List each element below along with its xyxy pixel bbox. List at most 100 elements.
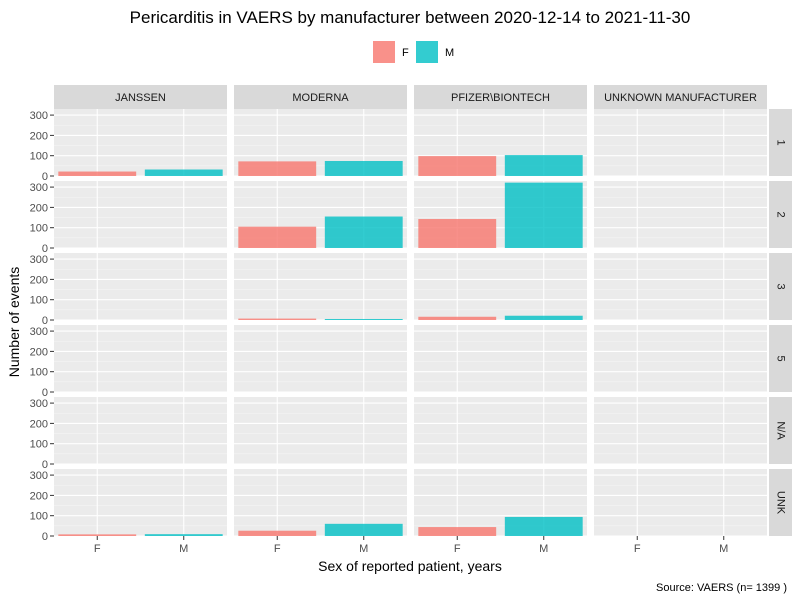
y-tick-label: 200 [30, 274, 48, 286]
y-tick-label: 300 [30, 182, 48, 194]
bar-janssen-1-f [58, 171, 137, 176]
strip-row-2 [769, 181, 792, 248]
panel-pfizer-biontech-3 [414, 253, 587, 321]
panel-pfizer-biontech-1 [414, 109, 587, 177]
y-tick-label: 0 [42, 315, 48, 327]
panel-background [414, 253, 587, 320]
panel-background [234, 325, 407, 392]
strip-row-unk [769, 469, 792, 536]
panel-background [54, 397, 227, 464]
legend-label-f: F [402, 47, 409, 59]
panel-background [54, 469, 227, 536]
bar-moderna-1-f [238, 161, 317, 176]
y-tick-label: 200 [30, 490, 48, 502]
y-tick-label: 200 [30, 202, 48, 214]
y-tick-label: 100 [30, 367, 48, 379]
legend-key-f [373, 41, 395, 63]
facet-panels: JANSSEN MODERNA PFIZER\BIONTECH UNKNOWN MAN… [30, 85, 792, 555]
x-tick-label: F [634, 543, 641, 555]
strip-row-label-5: 5 [775, 355, 787, 361]
panel-background [594, 397, 767, 464]
strip-label-pfizer-biontech: PFIZER\BIONTECH [451, 92, 550, 104]
panel-moderna-unk [234, 469, 407, 537]
strip-moderna [234, 85, 407, 109]
panel-background [594, 109, 767, 176]
x-axis-title: Sex of reported patient, years [318, 558, 502, 574]
panel-background [234, 253, 407, 320]
strip-row-3 [769, 253, 792, 320]
bar-pfizer-biontech-3-f [418, 316, 497, 320]
strip-row-label-unk: UNK [775, 491, 787, 515]
strip-label-moderna: MODERNA [292, 92, 349, 104]
panel-background [54, 181, 227, 248]
panel-pfizer-biontech-2 [414, 181, 587, 249]
x-tick-label: M [359, 543, 368, 555]
panel-background [54, 253, 227, 320]
y-tick-label: 0 [42, 387, 48, 399]
y-tick-label: 300 [30, 254, 48, 266]
panel-janssen-5 [54, 325, 227, 393]
y-tick-label: 100 [30, 295, 48, 307]
strip-row-label-n-a: N/A [775, 421, 787, 440]
strip-janssen [54, 85, 227, 109]
panel-background [594, 181, 767, 248]
legend-label-m: M [445, 47, 454, 59]
panel-janssen-3 [54, 253, 227, 321]
panel-pfizer-biontech-n-a [414, 397, 587, 465]
panel-janssen-2 [54, 181, 227, 249]
panel-background [594, 253, 767, 320]
panel-unknown-manufacturer-5 [594, 325, 767, 393]
strip-unknown-manufacturer [594, 85, 767, 109]
chart-title: Pericarditis in VAERS by manufacturer be… [130, 8, 691, 27]
strip-row-1 [769, 109, 792, 176]
y-tick-label: 0 [42, 459, 48, 471]
x-tick-label: F [454, 543, 461, 555]
bar-janssen-unk-f [58, 534, 137, 536]
bar-pfizer-biontech-1-m [504, 155, 583, 176]
strip-row-n-a [769, 397, 792, 464]
panel-unknown-manufacturer-3 [594, 253, 767, 321]
y-axis-title: Number of events [6, 267, 22, 378]
y-tick-label: 300 [30, 398, 48, 410]
panel-background [414, 325, 587, 392]
x-tick-label: M [719, 543, 728, 555]
x-tick-label: M [179, 543, 188, 555]
panel-moderna-5 [234, 325, 407, 393]
x-tick-label: F [94, 543, 101, 555]
panel-moderna-2 [234, 181, 407, 249]
bar-pfizer-biontech-2-f [418, 218, 497, 248]
y-tick-label: 200 [30, 346, 48, 358]
panel-background [54, 109, 227, 176]
y-tick-label: 100 [30, 223, 48, 235]
y-tick-label: 300 [30, 110, 48, 122]
panel-unknown-manufacturer-n-a [594, 397, 767, 465]
bar-moderna-1-m [324, 160, 403, 176]
panel-background [594, 325, 767, 392]
panel-unknown-manufacturer-1 [594, 109, 767, 177]
y-tick-label: 0 [42, 171, 48, 183]
y-tick-label: 200 [30, 130, 48, 142]
legend-key-m [416, 41, 438, 63]
panel-moderna-3 [234, 253, 407, 321]
bar-janssen-unk-m [144, 534, 223, 536]
strip-label-janssen: JANSSEN [115, 92, 166, 104]
bar-pfizer-biontech-2-m [504, 182, 583, 248]
strip-row-label-3: 3 [775, 283, 787, 289]
x-tick-label: F [274, 543, 281, 555]
bar-pfizer-biontech-1-f [418, 156, 497, 176]
bar-moderna-unk-f [238, 530, 317, 536]
panel-background [414, 397, 587, 464]
panel-moderna-n-a [234, 397, 407, 465]
y-tick-label: 100 [30, 439, 48, 451]
bar-pfizer-biontech-3-m [504, 315, 583, 320]
y-tick-label: 300 [30, 326, 48, 338]
bar-moderna-2-f [238, 226, 317, 248]
panel-background [234, 397, 407, 464]
x-tick-label: M [539, 543, 548, 555]
panel-pfizer-biontech-5 [414, 325, 587, 393]
panel-janssen-n-a [54, 397, 227, 465]
y-tick-label: 300 [30, 470, 48, 482]
bar-janssen-1-m [144, 169, 223, 176]
